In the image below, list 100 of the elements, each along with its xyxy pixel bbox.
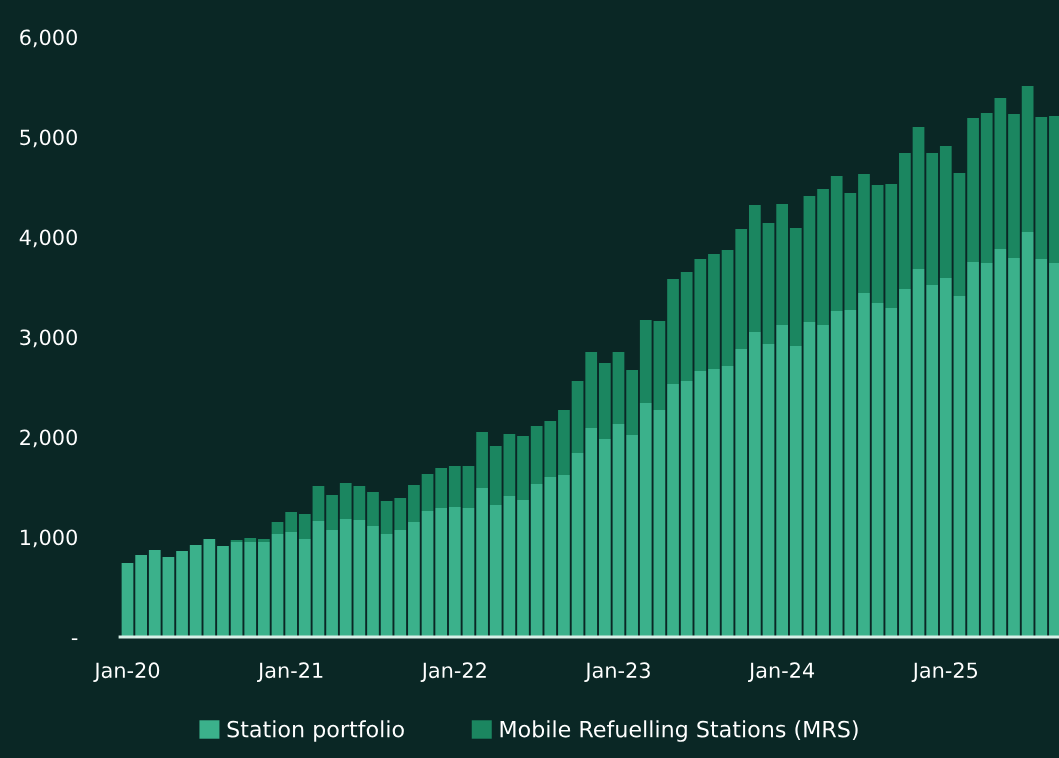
bar xyxy=(244,542,257,637)
x-tick-label: Jan-24 xyxy=(747,662,815,682)
x-tick-label: Jan-20 xyxy=(93,662,160,682)
bar xyxy=(708,369,720,637)
bar xyxy=(776,325,789,637)
bar xyxy=(721,250,734,366)
bar xyxy=(789,346,802,637)
bar xyxy=(435,508,448,637)
bar xyxy=(817,189,829,325)
bar xyxy=(298,539,311,637)
bar xyxy=(271,522,284,534)
bar xyxy=(408,485,420,522)
bar xyxy=(489,446,502,505)
x-tick-label: Jan-21 xyxy=(257,662,323,682)
bar xyxy=(558,475,570,637)
bar xyxy=(1008,258,1020,637)
bar xyxy=(899,289,911,637)
bar xyxy=(271,534,284,637)
bar xyxy=(721,366,734,637)
bar xyxy=(912,127,925,269)
bar xyxy=(653,321,666,410)
bar xyxy=(612,352,625,424)
y-tick-label: 4,000 xyxy=(19,229,77,248)
bar xyxy=(135,555,147,637)
bar xyxy=(776,204,789,325)
bar xyxy=(421,474,434,511)
bar xyxy=(448,507,461,637)
bar xyxy=(394,530,407,637)
bar xyxy=(749,332,761,637)
bar xyxy=(230,542,243,637)
bar xyxy=(858,174,870,293)
bar xyxy=(503,496,516,637)
bar xyxy=(421,511,434,637)
bar xyxy=(639,320,652,403)
bar xyxy=(735,349,748,637)
bar xyxy=(517,436,529,500)
bar xyxy=(462,508,475,637)
bar xyxy=(448,466,461,507)
bar xyxy=(885,308,898,637)
bar xyxy=(939,146,952,278)
bar xyxy=(121,563,134,637)
y-tick-label: 5,000 xyxy=(20,129,77,148)
bar xyxy=(285,532,298,637)
bar xyxy=(953,296,966,637)
bar xyxy=(735,229,748,349)
bar xyxy=(626,435,638,637)
bar xyxy=(667,279,679,384)
bar xyxy=(626,370,638,435)
legend-label: Mobile Refuelling Stations (MRS) xyxy=(500,720,858,742)
bar xyxy=(789,228,802,346)
bar xyxy=(503,434,516,496)
bar xyxy=(612,424,625,637)
bar xyxy=(394,498,407,530)
bar xyxy=(489,505,502,637)
bar xyxy=(585,428,598,637)
bar xyxy=(176,551,188,637)
bar xyxy=(762,344,775,637)
bar xyxy=(217,546,229,637)
bar xyxy=(476,432,488,488)
bar xyxy=(312,521,325,637)
bar xyxy=(871,303,884,637)
bar xyxy=(1021,86,1034,232)
legend-label: Station portfolio xyxy=(227,720,404,742)
bar xyxy=(912,269,925,637)
y-tick-label: 6,000 xyxy=(20,29,77,48)
bar xyxy=(953,173,966,296)
bar xyxy=(148,550,161,637)
bar xyxy=(967,118,979,262)
bar xyxy=(708,254,720,369)
bar xyxy=(639,403,652,637)
bar xyxy=(598,363,611,439)
bar xyxy=(858,293,870,637)
bar xyxy=(598,439,611,637)
bar xyxy=(871,185,884,303)
bar xyxy=(326,530,338,637)
bar xyxy=(926,285,939,637)
bar xyxy=(762,223,775,344)
bar xyxy=(462,466,475,508)
bar xyxy=(367,492,379,526)
bar xyxy=(258,539,270,542)
bar xyxy=(298,514,311,539)
bar xyxy=(258,542,270,637)
bar xyxy=(380,534,393,637)
bar xyxy=(967,262,979,637)
bar xyxy=(803,322,816,637)
x-tick-label: Jan-22 xyxy=(420,662,486,682)
y-tick-label: 1,000 xyxy=(20,529,77,548)
bar xyxy=(939,278,952,637)
bar xyxy=(435,468,448,508)
bar xyxy=(885,184,898,308)
bar xyxy=(571,381,584,453)
bar xyxy=(817,325,829,637)
bar xyxy=(926,153,939,285)
bar xyxy=(517,500,529,637)
y-tick-label: 2,000 xyxy=(20,429,77,448)
bar xyxy=(1035,117,1048,259)
bar xyxy=(312,486,325,521)
bar xyxy=(326,495,338,530)
bar xyxy=(1035,259,1048,637)
bar xyxy=(653,410,666,637)
